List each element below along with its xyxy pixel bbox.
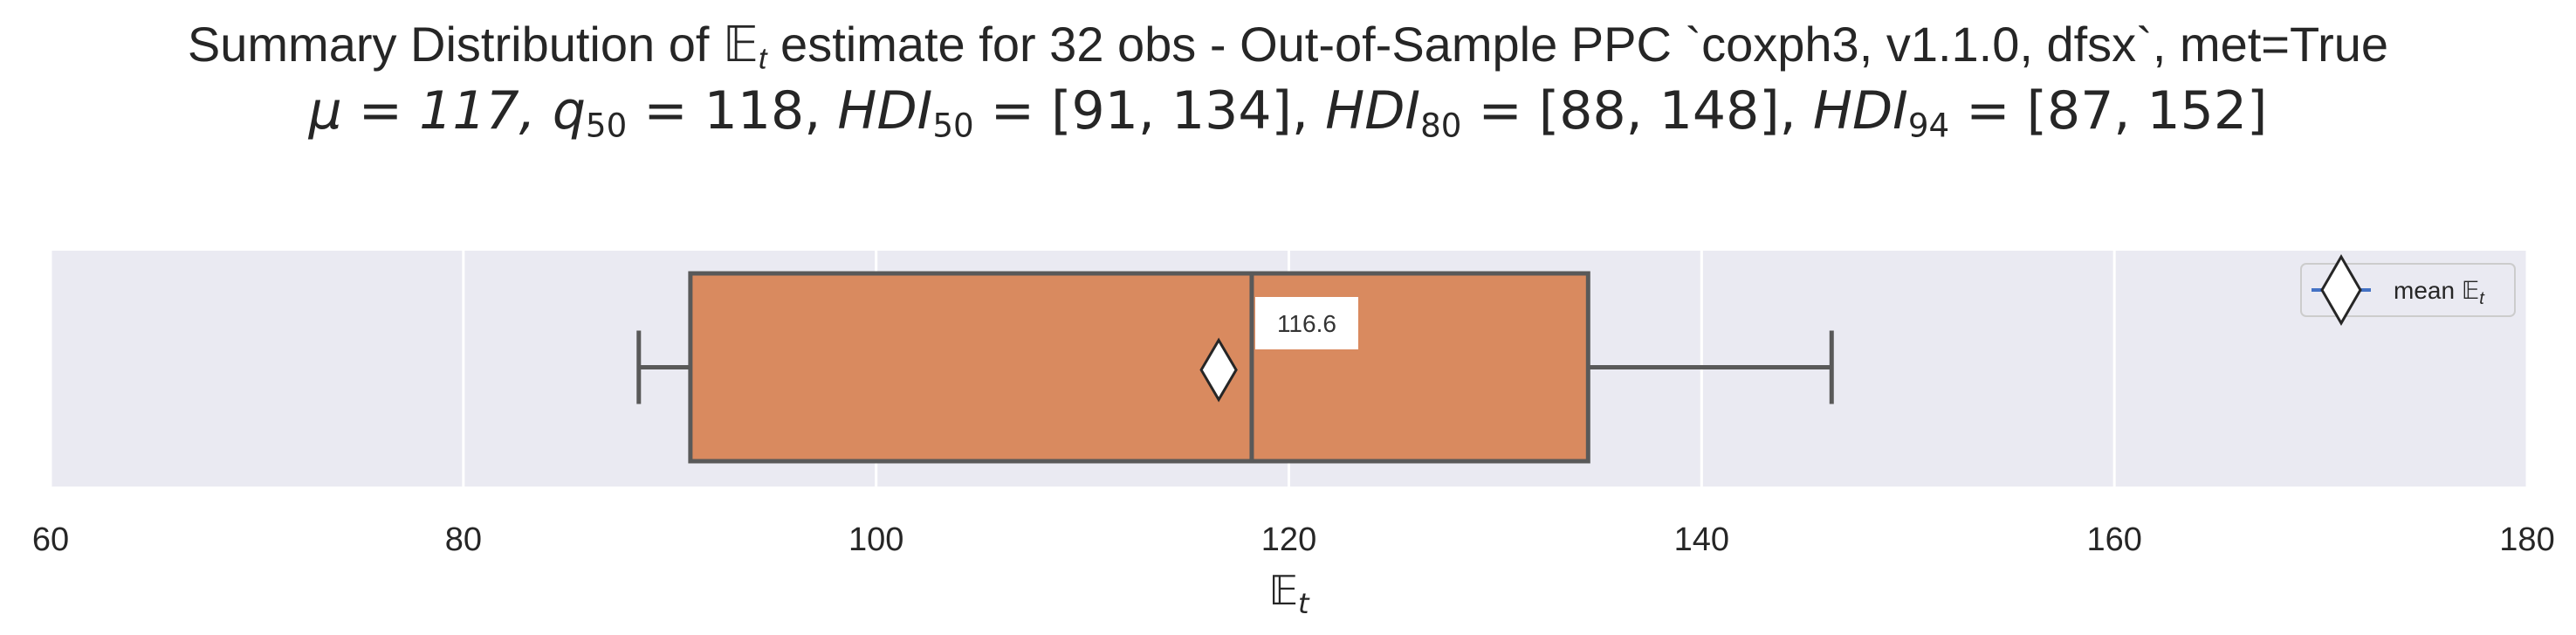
x-tick-label-140: 140	[1674, 521, 1729, 558]
chart-subtitle: μ = 117, q50 = 118, HDI50 = [91, 134], H…	[308, 80, 2268, 145]
mean-value-label: 116.6	[1277, 310, 1336, 337]
chart-title: Summary Distribution of 𝔼t estimate for …	[187, 17, 2389, 76]
legend-label: mean 𝔼t	[2394, 277, 2485, 308]
legend-diamond-marker	[2320, 254, 2362, 326]
x-tick-label-60: 60	[32, 521, 69, 558]
mean-annotation: 116.6	[1254, 297, 1358, 349]
x-tick-label-120: 120	[1261, 521, 1316, 558]
x-axis-label: 𝔼t	[1268, 567, 1310, 620]
legend: mean 𝔼t	[2300, 254, 2516, 326]
legend-frame	[2300, 263, 2516, 317]
mean-label-background	[1254, 297, 1358, 349]
x-tick-label-180: 180	[2499, 521, 2554, 558]
x-tick-label-80: 80	[445, 521, 482, 558]
x-axis-ticks: 60 80 100 120 140 160 180	[32, 521, 2555, 558]
box-group	[636, 271, 1834, 464]
iqr-box	[688, 271, 1590, 464]
x-tick-label-100: 100	[848, 521, 903, 558]
mean-marker	[1199, 337, 1238, 403]
x-tick-label-160: 160	[2086, 521, 2141, 558]
